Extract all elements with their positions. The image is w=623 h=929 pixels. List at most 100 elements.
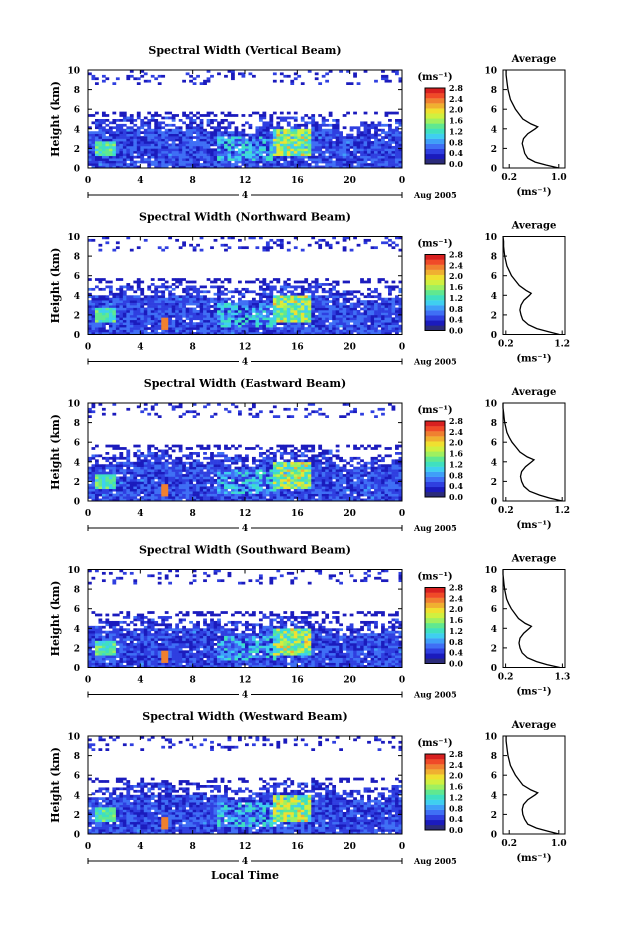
heatmap-cell [224,119,228,122]
heatmap-cell [258,478,263,482]
heatmap-cell [300,486,305,490]
heatmap-cell [332,322,337,325]
heatmap-cell [98,287,103,291]
heatmap-cell [122,491,127,494]
heatmap-cell [224,153,228,157]
heatmap-cell [213,119,218,122]
heatmap-cell [255,329,260,333]
heatmap-cell [168,403,173,406]
heatmap-cell [88,300,92,303]
heatmap-cell [314,295,319,299]
heatmap-cell [328,300,333,303]
heatmap-cell [157,126,162,130]
heatmap-cell [147,153,152,157]
heatmap-cell [255,474,260,477]
heatmap-cell [185,483,190,487]
heatmap-cell [269,300,274,303]
heatmap-cell [171,305,176,308]
heatmap-cell [122,447,127,450]
heatmap-cell [185,123,190,127]
heatmap-cell [98,310,103,313]
heatmap-cell [189,474,193,477]
heatmap-cell [143,491,148,494]
heatmap-cell [297,327,302,330]
heatmap-cell [388,163,392,166]
heatmap-cell [325,324,330,328]
heatmap-cell [255,496,260,499]
heatmap-cell [224,322,228,325]
heatmap-cell [290,300,295,303]
heatmap-cell [150,481,155,485]
heatmap-cell [245,481,249,485]
heatmap-cell [168,319,173,323]
heatmap-cell [178,317,183,321]
heatmap-cell [238,322,242,325]
heatmap-cell [370,143,375,147]
heatmap-cell [94,464,99,467]
heatmap-cell [342,136,347,139]
heatmap-cell [346,236,350,240]
heatmap-cell [276,136,281,139]
heatmap-cell [318,322,323,325]
heatmap-cell [234,128,239,132]
heatmap-cell [210,121,214,125]
heatmap-cell [335,312,340,316]
heatmap-cell [182,143,186,147]
heatmap-cell [272,131,277,134]
heatmap-cell [311,138,316,142]
heatmap-cell [398,327,403,330]
heatmap-cell [189,483,193,487]
heatmap-cell [377,155,382,159]
heatmap-cell [241,123,246,127]
heatmap-cell [98,322,103,325]
heatmap-cell [384,236,389,240]
heatmap-cell [115,319,120,323]
heatmap-cell [241,305,246,308]
heatmap-cell [328,327,333,330]
profile-xlabel: (ms⁻¹) [516,187,551,198]
heatmap-cell [248,324,253,328]
heatmap-cell [374,163,378,166]
heatmap-cell [154,119,159,122]
heatmap-cell [147,461,152,465]
heatmap-cell [245,246,249,250]
heatmap-cell [112,493,117,497]
heatmap-cell [199,248,204,252]
heatmap-cell [220,322,225,325]
heatmap-cell [325,158,330,161]
heatmap-cell [182,310,186,313]
heatmap-cell [335,317,340,321]
heatmap-cell [311,496,316,499]
heatmap-cell [157,295,162,299]
heatmap-cell [311,332,316,335]
heatmap-cell [325,481,330,485]
heatmap-cell [136,449,141,453]
heatmap-cell [391,70,396,73]
heatmap-cell [178,493,183,497]
heatmap-cell [164,165,169,169]
heatmap-cell [398,280,403,284]
heatmap-cell [335,302,340,306]
heatmap-cell [213,141,218,144]
heatmap-cell [342,300,347,303]
heatmap-cell [356,126,361,130]
heatmap-cell [154,481,159,485]
heatmap-cell [328,292,333,296]
heatmap-cell [269,163,274,166]
heatmap-cell [307,128,312,132]
heatmap-cell [199,297,204,301]
heatmap-cell [213,486,218,490]
heatmap-cell [311,493,316,497]
heatmap-cell [154,111,159,115]
heatmap-cell [133,150,138,154]
heatmap-cell [196,327,200,330]
heatmap-cell [276,148,281,152]
heatmap-cell [189,324,193,328]
heatmap-cell [370,165,375,169]
profile-title: Average [511,54,557,65]
heatmap-cell [88,163,92,166]
heatmap-cell [161,312,166,316]
heatmap-cell [182,131,186,134]
heatmap-cell [154,488,159,492]
heatmap-cell [206,312,211,316]
